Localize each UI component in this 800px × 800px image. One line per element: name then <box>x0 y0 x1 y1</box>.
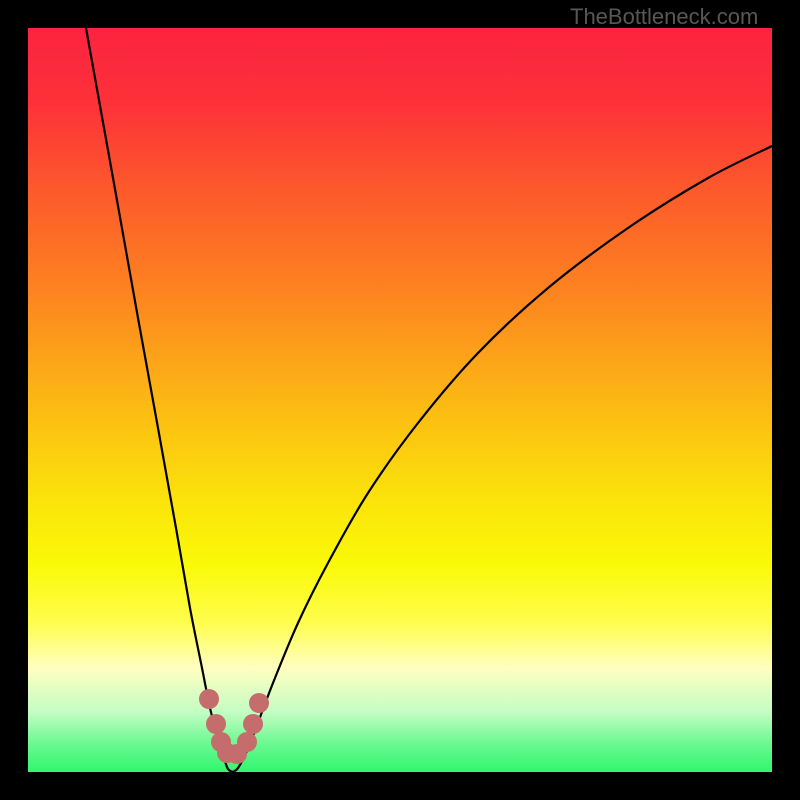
data-marker <box>243 714 263 734</box>
data-marker <box>237 732 257 752</box>
plot-area <box>28 28 772 772</box>
data-marker <box>199 689 219 709</box>
watermark-text: TheBottleneck.com <box>570 4 758 30</box>
data-marker <box>249 693 269 713</box>
data-marker <box>206 714 226 734</box>
plot-svg <box>28 28 772 772</box>
chart-frame: TheBottleneck.com <box>0 0 800 800</box>
gradient-background <box>28 28 772 772</box>
